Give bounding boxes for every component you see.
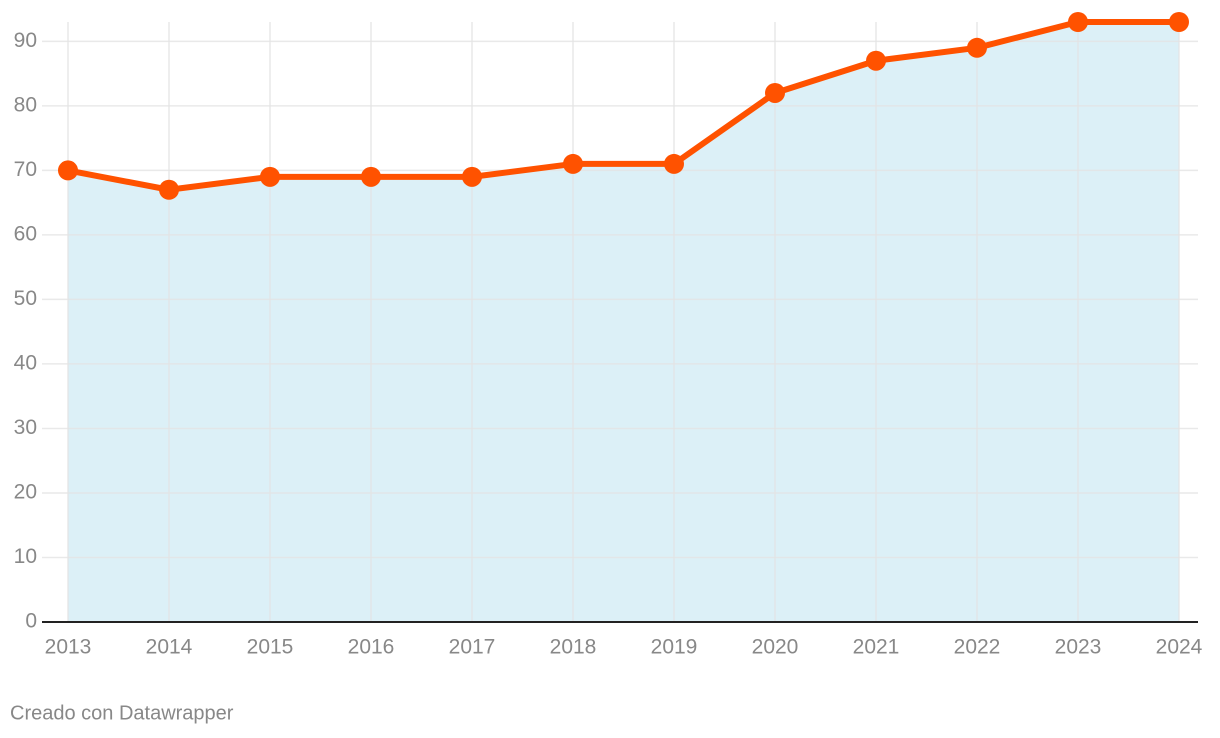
y-tick-label: 90 [14, 29, 37, 52]
x-tick-label: 2013 [45, 636, 92, 659]
point [260, 166, 280, 187]
x-tick-label: 2023 [1055, 636, 1102, 659]
x-tick-label: 2022 [954, 636, 1001, 659]
x-tick-label: 2014 [146, 636, 193, 659]
point [1068, 12, 1088, 32]
line [67, 19, 1179, 193]
y-tick-label: 70 [14, 158, 37, 181]
point [361, 166, 381, 187]
point [664, 153, 684, 174]
x-tick-label: 2019 [651, 636, 698, 659]
point [866, 50, 886, 71]
point [1169, 12, 1189, 32]
x-tick-label: 2018 [550, 636, 597, 659]
y-tick-label: 40 [14, 351, 37, 374]
point [765, 82, 785, 103]
x-tick-label: 2016 [348, 636, 395, 659]
point [462, 166, 482, 187]
x-tick-label: 2020 [752, 636, 799, 659]
x-tick-label: 2021 [853, 636, 900, 659]
y-tick-label: 80 [14, 93, 37, 116]
y-tick-label: 20 [14, 481, 37, 504]
y-tick-label: 50 [14, 287, 37, 310]
x-tick-label: 2017 [449, 636, 496, 659]
y-tick-label: 10 [14, 545, 37, 568]
x-tick-label: 2024 [1156, 636, 1203, 659]
y-tick-label: 30 [14, 416, 37, 439]
point [159, 179, 179, 200]
credit: Creado con Datawrapper [10, 702, 234, 724]
x-tick-label: 2015 [247, 636, 294, 659]
y-tick-label: 0 [25, 610, 37, 633]
point [58, 160, 78, 181]
point [967, 37, 987, 58]
y-tick-label: 60 [14, 222, 37, 245]
point [563, 153, 583, 174]
area [68, 22, 1179, 622]
